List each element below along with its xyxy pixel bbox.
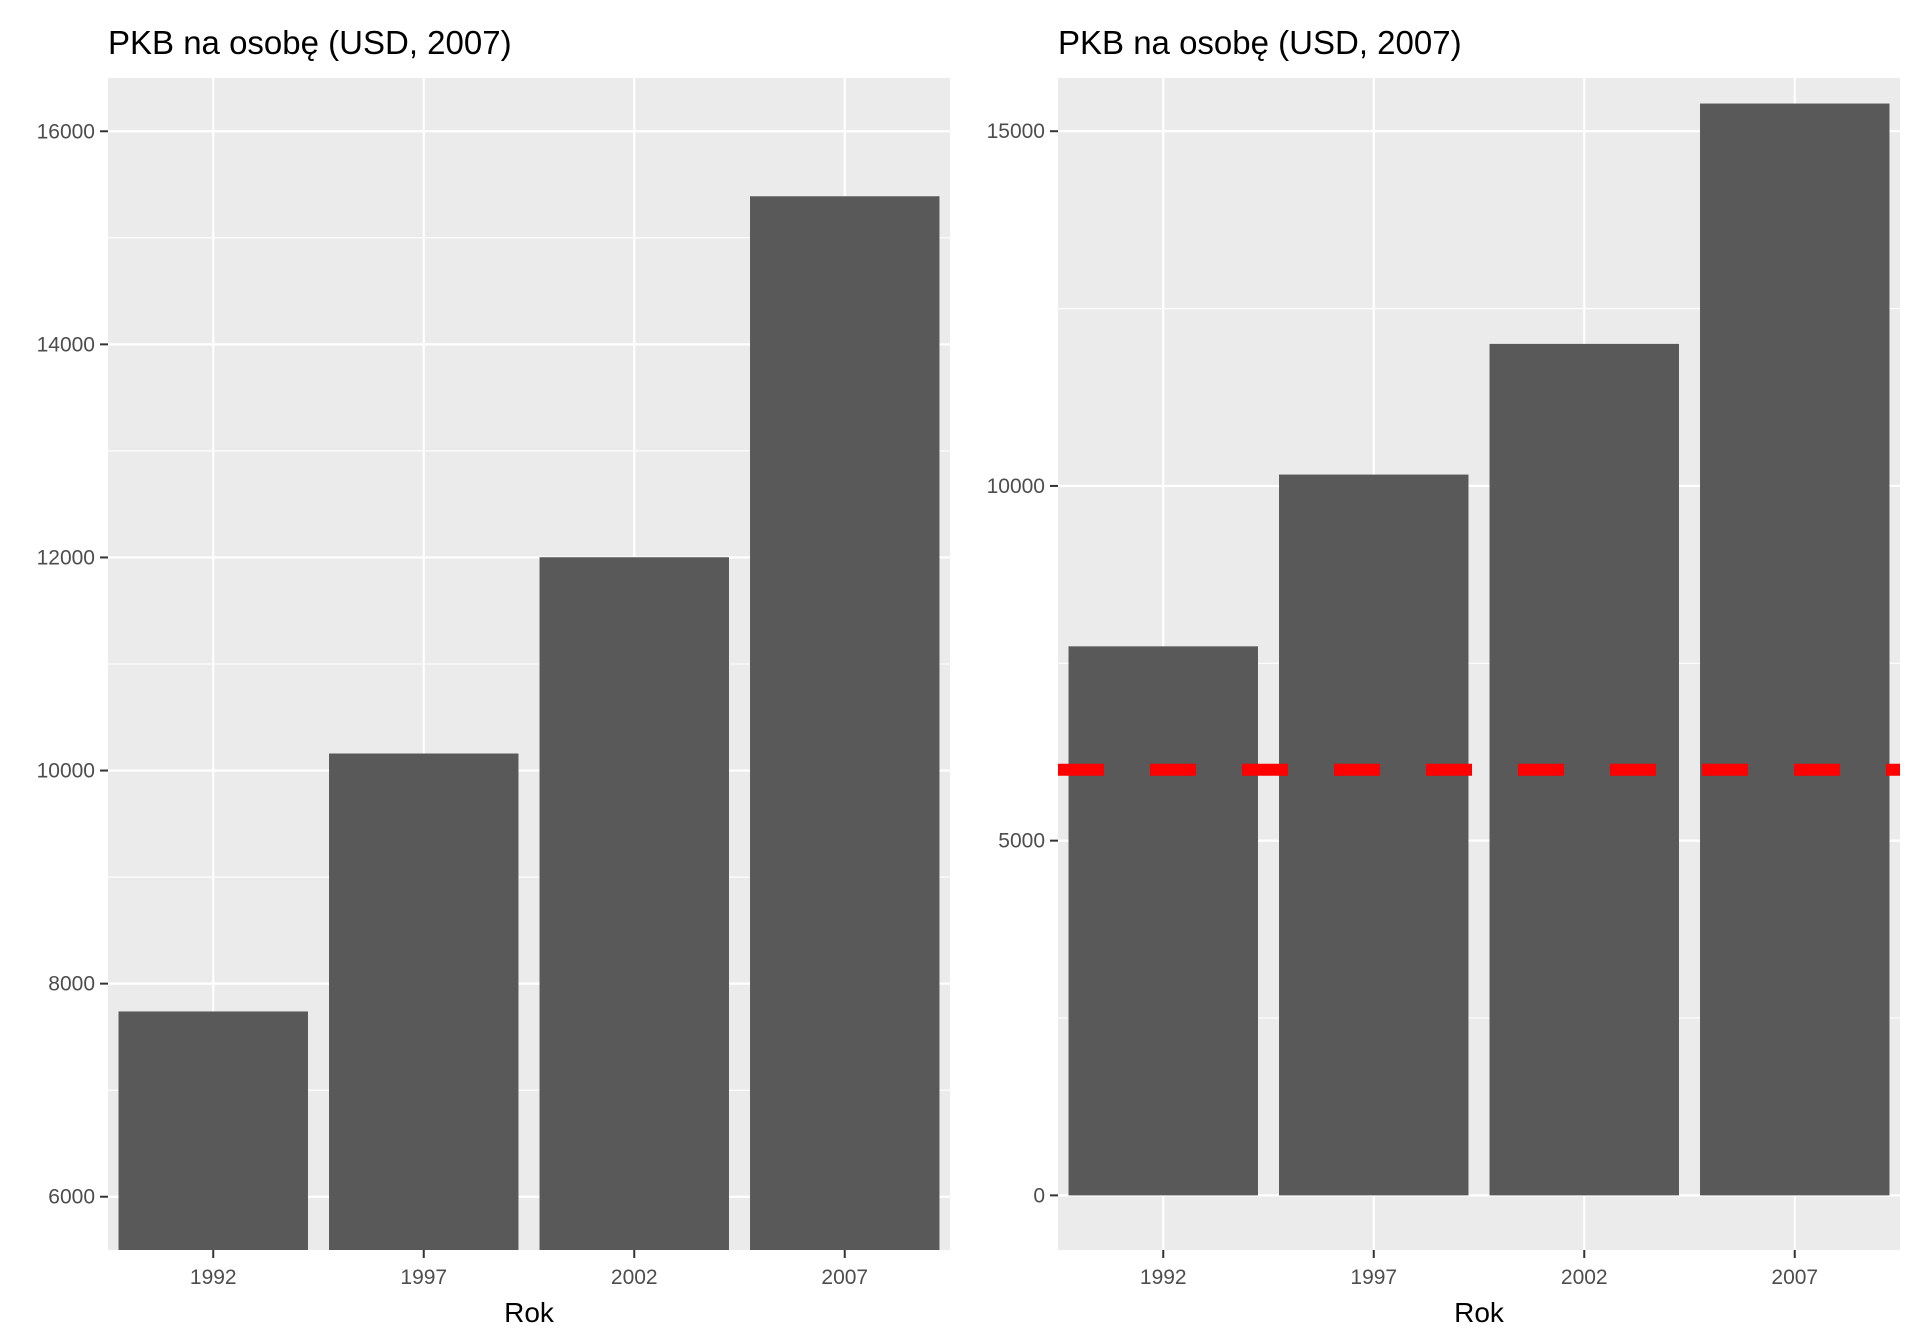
- x-tick-label: 1997: [400, 1266, 447, 1289]
- chart-title: PKB na osobę (USD, 2007): [1058, 24, 1462, 61]
- x-tick-label: 1997: [1350, 1266, 1397, 1289]
- x-tick-label: 1992: [1140, 1266, 1187, 1289]
- x-tick-label: 2007: [1771, 1266, 1818, 1289]
- right-chart-panel: 0 5000 10000 15000 1992 1997 2002 2007 Rok PKB na…: [987, 24, 1900, 1328]
- y-tick-label: 6000: [48, 1186, 95, 1209]
- bar-2002: [539, 557, 729, 1250]
- chart-title: PKB na osobę (USD, 2007): [108, 24, 512, 61]
- y-tick-label: 10000: [987, 475, 1045, 498]
- y-tick-label: 16000: [37, 120, 95, 143]
- x-tick-label: 2002: [611, 1266, 658, 1289]
- bar-1992: [118, 1011, 308, 1250]
- y-tick-label: 5000: [998, 830, 1045, 853]
- y-tick-label: 12000: [37, 546, 95, 569]
- bar-1997: [329, 753, 519, 1250]
- y-tick-label: 14000: [37, 333, 95, 356]
- y-tick-label: 8000: [48, 973, 95, 996]
- bar-2007: [750, 196, 940, 1250]
- bar-1992: [1068, 646, 1258, 1196]
- x-axis-title: Rok: [1454, 1297, 1505, 1328]
- y-tick-label: 10000: [37, 760, 95, 783]
- y-tick-label: 15000: [987, 120, 1045, 143]
- bar-2007: [1700, 103, 1890, 1196]
- x-tick-label: 2007: [821, 1266, 868, 1289]
- x-tick-label: 1992: [190, 1266, 237, 1289]
- y-tick-label: 0: [1033, 1184, 1045, 1207]
- bar-1997: [1279, 474, 1469, 1196]
- x-tick-label: 2002: [1561, 1266, 1608, 1289]
- x-axis-title: Rok: [504, 1297, 555, 1328]
- left-chart-panel: 6000 8000 10000 12000 14000 16000 1992 1997 2002…: [37, 24, 950, 1328]
